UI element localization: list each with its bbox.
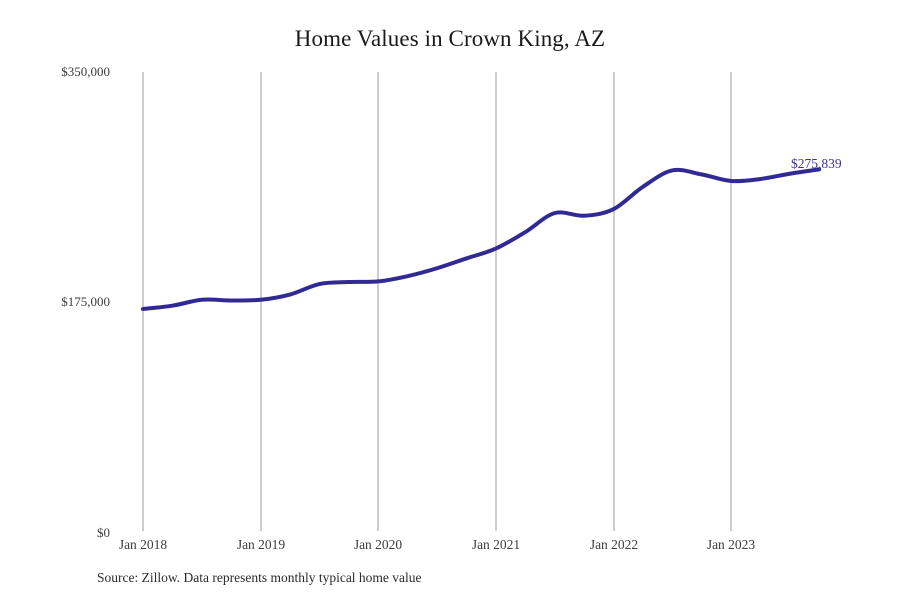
- x-axis-tick-jan-2022: Jan 2022: [589, 537, 639, 552]
- y-axis-tick-0: $0: [97, 525, 110, 540]
- gridlines: [142, 72, 732, 531]
- x-axis-tick-jan-2019: Jan 2019: [236, 537, 286, 552]
- y-axis-tick-350000: $350,000: [61, 64, 110, 79]
- source-note: Source: Zillow. Data represents monthly …: [97, 570, 422, 585]
- chart-title: Home Values in Crown King, AZ: [294, 26, 606, 51]
- x-axis-tick-jan-2021: Jan 2021: [471, 537, 521, 552]
- value-line-series: [141, 167, 822, 311]
- x-axis-tick-jan-2023: Jan 2023: [706, 537, 756, 552]
- end-value-label: $275,839: [791, 156, 842, 171]
- x-axis-tick-jan-2018: Jan 2018: [118, 537, 168, 552]
- y-axis-tick-175000: $175,000: [61, 294, 110, 309]
- x-axis-tick-jan-2020: Jan 2020: [353, 537, 403, 552]
